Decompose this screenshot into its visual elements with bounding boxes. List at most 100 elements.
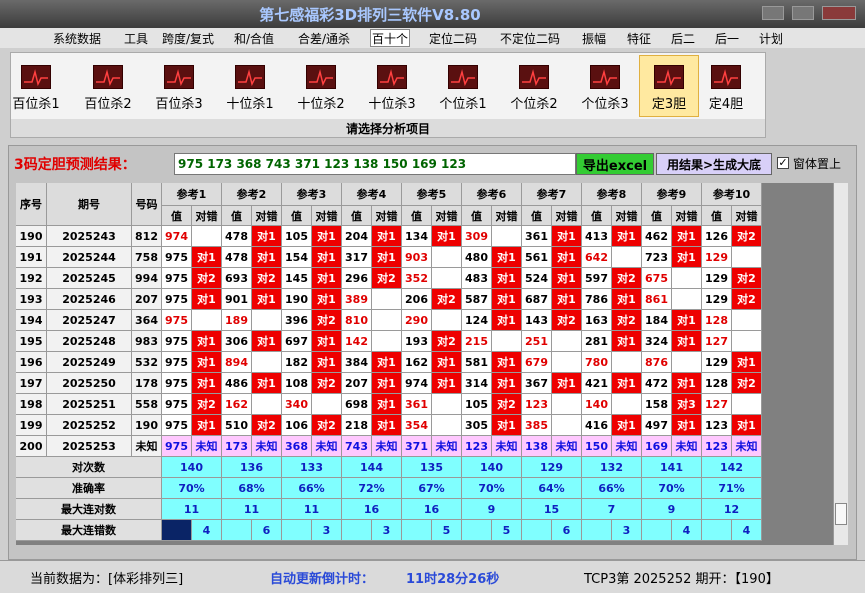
menu-item[interactable]: 后二 xyxy=(670,31,695,46)
countdown-label: 自动更新倒计时： xyxy=(270,571,375,587)
value-cell: 693 xyxy=(222,268,252,289)
result-cell: 对1 xyxy=(192,247,222,268)
seq-cell: 198 xyxy=(16,394,47,415)
result-cell: 未知 xyxy=(732,436,762,457)
issue-cell: 2025252 xyxy=(47,415,132,436)
value-cell: 698 xyxy=(342,394,372,415)
result-cell: 对2 xyxy=(252,268,282,289)
tool-label: 百位杀3 xyxy=(155,96,203,112)
summary-value: 136 xyxy=(222,457,282,478)
value-cell: 975 xyxy=(162,310,192,331)
value-cell: 163 xyxy=(582,310,612,331)
result-cell: 对1 xyxy=(672,331,702,352)
number-cell: 812 xyxy=(132,226,162,247)
value-cell: 127 xyxy=(702,331,732,352)
result-cell: 对1 xyxy=(492,247,522,268)
value-cell: 975 xyxy=(162,373,192,394)
header-cell: 对错 xyxy=(672,206,702,226)
value-cell: 478 xyxy=(222,226,252,247)
result-cell: 对1 xyxy=(612,226,642,247)
tool-label: 定3胆 xyxy=(651,96,687,112)
menu-item[interactable]: 系统数据 xyxy=(52,31,101,46)
result-cell xyxy=(672,268,702,289)
summary-label: 准确率 xyxy=(16,478,162,499)
tool-label: 十位杀3 xyxy=(368,96,416,112)
value-cell: 416 xyxy=(582,415,612,436)
result-cell: 未知 xyxy=(432,436,462,457)
issue-cell: 2025249 xyxy=(47,352,132,373)
result-cell: 未知 xyxy=(492,436,522,457)
value-cell: 679 xyxy=(522,352,552,373)
result-cell: 未知 xyxy=(252,436,282,457)
number-cell: 532 xyxy=(132,352,162,373)
value-cell: 894 xyxy=(222,352,252,373)
value-cell: 697 xyxy=(282,331,312,352)
menu-item[interactable]: 振幅 xyxy=(581,31,606,46)
result-cell: 对1 xyxy=(732,352,762,373)
result-cell: 未知 xyxy=(612,436,642,457)
number-cell: 190 xyxy=(132,415,162,436)
result-cell: 对2 xyxy=(312,373,342,394)
menu-item[interactable]: 工具 xyxy=(123,31,148,46)
menu-item[interactable]: 百十个 xyxy=(370,29,410,47)
value-cell: 472 xyxy=(642,373,672,394)
result-cell: 对1 xyxy=(492,289,522,310)
tool-icon xyxy=(377,65,407,89)
menu-item[interactable]: 计划 xyxy=(758,31,783,46)
seq-cell: 192 xyxy=(16,268,47,289)
value-cell: 251 xyxy=(522,331,552,352)
summary-value: 70% xyxy=(642,478,702,499)
result-cell xyxy=(732,394,762,415)
prediction-label: 3码定胆预测结果： xyxy=(14,157,136,173)
summary-value: 132 xyxy=(582,457,642,478)
result-cell: 对2 xyxy=(192,394,222,415)
summary-label: 对次数 xyxy=(16,457,162,478)
value-cell: 975 xyxy=(162,394,192,415)
result-cell: 对1 xyxy=(312,352,342,373)
summary-value: 64% xyxy=(522,478,582,499)
menu-item[interactable]: 后一 xyxy=(714,31,739,46)
issue-cell: 2025253 xyxy=(47,436,132,457)
data-source: 当前数据为：[体彩排列三] xyxy=(30,571,184,587)
generate-button[interactable]: 用结果>生成大底 xyxy=(656,153,772,175)
menu-item[interactable]: 不定位二码 xyxy=(499,31,560,46)
seq-cell: 199 xyxy=(16,415,47,436)
result-cell: 对1 xyxy=(372,394,402,415)
result-cell xyxy=(552,331,582,352)
result-cell xyxy=(252,352,282,373)
value-cell: 876 xyxy=(642,352,672,373)
menu-item[interactable]: 特征 xyxy=(626,31,651,46)
menu-item[interactable]: 跨度/复式 xyxy=(161,31,215,46)
result-cell: 对2 xyxy=(432,289,462,310)
issue-cell: 2025245 xyxy=(47,268,132,289)
toolbar-caption: 请选择分析项目 xyxy=(11,119,765,137)
icon-graph xyxy=(238,69,262,87)
result-cell: 对1 xyxy=(612,373,642,394)
minimize-button[interactable] xyxy=(762,6,784,20)
result-cell: 对1 xyxy=(312,247,342,268)
export-button[interactable]: 导出excel xyxy=(576,153,654,175)
value-cell: 129 xyxy=(702,352,732,373)
close-button[interactable] xyxy=(822,6,856,20)
number-cell: 758 xyxy=(132,247,162,268)
menu-item[interactable]: 合差/通杀 xyxy=(297,31,351,46)
value-cell: 123 xyxy=(702,436,732,457)
header-cell: 对错 xyxy=(612,206,642,226)
checkbox[interactable]: ✓ xyxy=(777,156,789,169)
summary-blank xyxy=(702,520,732,541)
menu-item[interactable]: 定位二码 xyxy=(428,31,477,46)
prediction-result[interactable]: 975 173 368 743 371 123 138 150 169 123 xyxy=(174,153,576,175)
result-cell xyxy=(672,289,702,310)
summary-value: 3 xyxy=(612,520,642,541)
value-cell: 361 xyxy=(522,226,552,247)
scrollbar[interactable] xyxy=(833,183,848,545)
menu-item[interactable]: 和/合值 xyxy=(233,31,275,46)
tool-icon xyxy=(235,65,265,89)
value-cell: 324 xyxy=(642,331,672,352)
value-cell: 581 xyxy=(462,352,492,373)
scroll-thumb[interactable] xyxy=(835,503,847,525)
restore-button[interactable] xyxy=(792,6,814,20)
result-cell: 对1 xyxy=(672,373,702,394)
value-cell: 861 xyxy=(642,289,672,310)
value-cell: 483 xyxy=(462,268,492,289)
